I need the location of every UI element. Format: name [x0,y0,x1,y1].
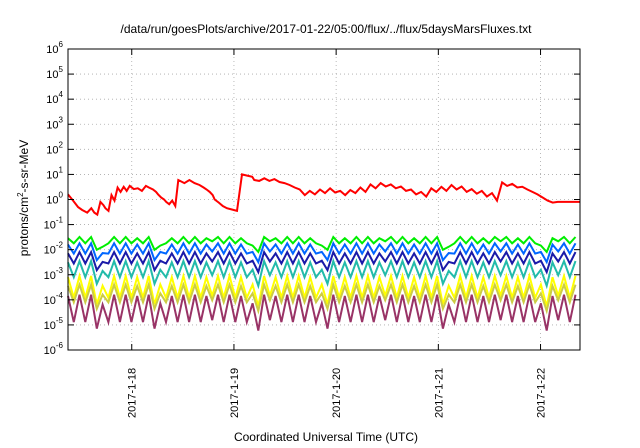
y-tick-label: 101 [46,165,63,181]
series-layer [67,173,580,331]
y-axis-label: protons/cm2-s-sr-MeV [16,140,31,256]
y-tick-label: 104 [46,90,63,106]
y-tick-label: 106 [46,40,63,56]
chart-title: /data/run/goesPlots/archive/2017-01-22/0… [121,22,533,36]
y-tick-label: 10-3 [44,266,64,282]
y-tick-label: 10-4 [44,291,64,307]
y-tick-label: 105 [46,65,63,81]
x-tick-label: 2017-1-22 [536,368,548,418]
x-tick-label: 2017-1-18 [127,368,139,418]
y-tick-label: 103 [46,115,63,131]
series-line-6 [67,271,577,307]
series-line-8 [67,294,577,331]
y-axis-label-post: -s-sr-MeV [17,140,31,193]
x-axis-label: Coordinated Universal Time (UTC) [234,430,418,444]
y-tick-label: 102 [46,140,63,156]
y-tick-label: 10-1 [44,216,64,232]
series-line-4 [67,249,577,275]
x-tick-label: 2017-1-19 [229,368,241,418]
x-axis: 2017-1-18 2017-1-19 2017-1-20 2017-1-21 2017… [127,49,548,418]
series-line-3 [67,240,577,265]
series-line-5 [67,257,577,290]
y-tick-label: 10-2 [44,241,64,257]
y-tick-label: 10-5 [44,316,64,332]
series-line-1 [67,173,580,217]
series-line-2 [67,235,577,254]
y-axis: 10-6 10-5 10-4 10-3 10-2 10-1 100 101 102 103 104 1… [44,40,580,357]
x-tick-label: 2017-1-20 [331,368,343,418]
y-tick-label: 10-6 [44,341,64,357]
y-axis-label-pre: protons/cm [17,197,31,256]
series-line-7 [67,281,577,315]
x-tick-label: 2017-1-21 [433,368,445,418]
y-tick-label: 100 [46,191,63,207]
y-axis-label-sup: 2 [16,192,25,197]
